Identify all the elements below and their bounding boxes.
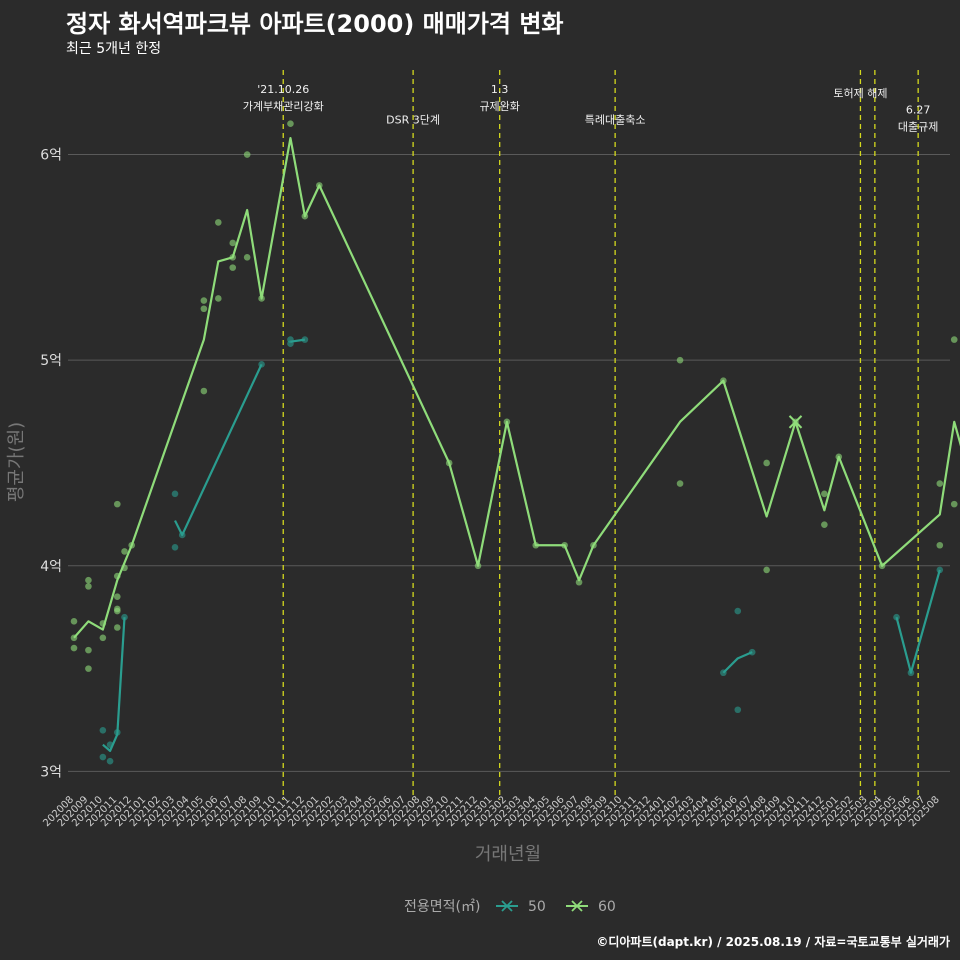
legend-label-50: 50 — [528, 899, 546, 915]
point-60 — [113, 624, 121, 631]
point-50 — [734, 607, 742, 615]
series-line-50 — [290, 338, 306, 343]
point-60 — [85, 583, 92, 590]
point-60 — [575, 578, 583, 586]
point-60 — [121, 548, 128, 555]
legend-label-60: 60 — [598, 899, 616, 915]
x-axis: 2020082020092020102020112020122021012021… — [41, 794, 942, 829]
legend-marker-50 — [501, 900, 513, 912]
point-60 — [85, 576, 92, 584]
x-axis-title: 거래년월 — [475, 844, 541, 865]
y-tick-label: 5억 — [40, 353, 62, 369]
policy-annotation: DSR 3단계 — [386, 114, 440, 127]
point-60 — [243, 254, 251, 261]
policy-annotation: 규제완화 — [479, 100, 519, 113]
point-60 — [821, 521, 828, 528]
point-60 — [70, 618, 78, 625]
y-tick-label: 6억 — [40, 148, 62, 164]
point-50 — [99, 727, 107, 734]
source-caption: ©디아파트(dapt.kr) / 2025.08.19 / 자료=국토교통부 실… — [596, 935, 950, 949]
point-60 — [113, 500, 121, 508]
point-60 — [200, 387, 208, 395]
point-50 — [99, 753, 107, 761]
y-tick-label: 3억 — [40, 764, 62, 780]
point-60 — [287, 120, 294, 127]
point-60 — [936, 480, 944, 487]
gridlines — [68, 154, 950, 772]
point-60 — [200, 305, 208, 313]
y-axis: 3억 4억 5억 6억 — [40, 148, 62, 781]
point-60 — [763, 459, 770, 467]
policy-annotation: 1.3 — [491, 83, 509, 96]
series-line-60 — [73, 136, 960, 639]
policy-lines — [282, 70, 919, 800]
y-axis-title: 평균가(원) — [6, 422, 27, 502]
point-60 — [85, 646, 92, 654]
point-60 — [950, 336, 958, 343]
point-60 — [215, 219, 222, 226]
legend-title: 전용면적(㎡) — [404, 899, 480, 915]
point-60 — [229, 239, 237, 247]
policy-annotation: 특례대출축소 — [585, 114, 646, 127]
point-60 — [229, 264, 237, 271]
chart-title: 정자 화서역파크뷰 아파트(2000) 매매가격 변화 — [66, 10, 564, 38]
chart-subtitle: 최근 5개년 한정 — [66, 41, 162, 57]
policy-annotation: 6.27 — [906, 103, 931, 116]
point-60 — [936, 541, 944, 549]
point-60 — [821, 490, 828, 498]
point-60 — [215, 295, 222, 302]
legend-marker-60 — [571, 900, 583, 912]
point-50 — [171, 490, 179, 498]
series-line-50 — [174, 363, 263, 537]
series-layer — [70, 120, 960, 765]
point-60 — [243, 151, 251, 158]
policy-annotation: '21.10.26 — [257, 83, 309, 96]
point-50 — [171, 543, 179, 551]
series-line-50 — [895, 569, 941, 674]
point-60 — [99, 634, 107, 642]
series-line-50 — [722, 651, 753, 674]
point-50 — [106, 757, 114, 765]
policy-annotation: 가계부채관리강화 — [243, 100, 324, 113]
policy-annotation: 대출규제 — [898, 120, 938, 133]
y-tick-label: 4억 — [40, 559, 62, 575]
series-line-50 — [102, 617, 126, 752]
point-60 — [950, 500, 958, 508]
policy-annotation: 토허제 해제 — [833, 86, 887, 100]
point-60 — [113, 593, 121, 600]
x-marker-60 — [788, 415, 803, 429]
point-60 — [676, 356, 684, 364]
point-60 — [200, 297, 208, 304]
point-60 — [763, 566, 770, 574]
point-60 — [85, 665, 92, 672]
point-60 — [70, 644, 78, 652]
point-60 — [113, 607, 121, 615]
legend: 전용면적(㎡) 50 60 — [404, 899, 616, 915]
point-60 — [676, 480, 684, 487]
point-50 — [734, 706, 742, 714]
